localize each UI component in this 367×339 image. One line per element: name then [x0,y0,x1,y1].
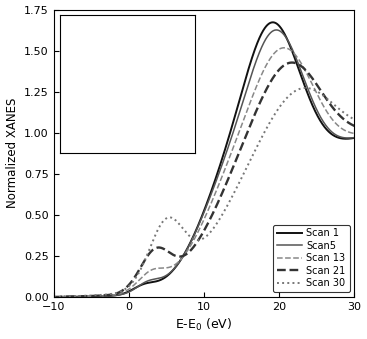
Scan 13 [344,129,348,133]
Scan5 [352,136,357,140]
Y-axis label: Normalized XANES: Normalized XANES [6,98,19,208]
Line: Scan5: Scan5 [54,30,355,297]
Scan5 [344,136,348,140]
Scan 13 [282,46,286,50]
Scan 1 [288,45,293,49]
Line: Scan 1: Scan 1 [54,22,355,297]
Scan 30 [344,112,348,116]
Scan 13 [67,295,71,299]
Scan 21 [198,236,202,240]
Scan5 [198,220,202,224]
Scan 30 [190,236,194,240]
Scan5 [274,28,279,32]
Scan5 [51,295,56,299]
Scan 1 [270,20,275,24]
Scan 1 [352,136,357,140]
Legend: Scan 1, Scan5, Scan 13, Scan 21, Scan 30: Scan 1, Scan5, Scan 13, Scan 21, Scan 30 [273,224,350,292]
Scan 21 [352,124,357,128]
X-axis label: E-E$_0$ (eV): E-E$_0$ (eV) [175,317,233,334]
Scan 21 [344,119,348,123]
Line: Scan 21: Scan 21 [54,63,355,297]
Scan 30 [288,93,293,97]
Line: Scan 13: Scan 13 [54,48,355,297]
Scan5 [67,295,71,299]
Scan 21 [344,119,348,123]
Scan 1 [198,219,202,223]
Scan 13 [344,129,348,133]
Scan 13 [190,241,194,245]
Scan5 [288,44,293,48]
Scan 21 [51,295,56,299]
Scan 1 [67,295,71,299]
Scan 30 [352,118,357,122]
Scan 30 [198,238,202,242]
Scan 1 [51,295,56,299]
Scan5 [344,136,348,140]
Scan5 [190,238,194,242]
Scan 13 [198,226,202,230]
Scan 1 [344,137,348,141]
Scan 13 [352,132,357,136]
Scan 21 [290,61,294,65]
Scan 13 [51,295,56,299]
Scan 1 [190,237,194,241]
Scan 21 [67,295,71,299]
Scan 1 [344,137,348,141]
Scan 30 [67,294,71,298]
Scan 30 [344,112,348,116]
Scan 21 [190,247,194,251]
Line: Scan 30: Scan 30 [54,88,355,297]
Scan 30 [303,86,308,90]
Scan 13 [288,48,293,52]
Scan 30 [51,295,56,299]
Scan 21 [288,61,293,65]
